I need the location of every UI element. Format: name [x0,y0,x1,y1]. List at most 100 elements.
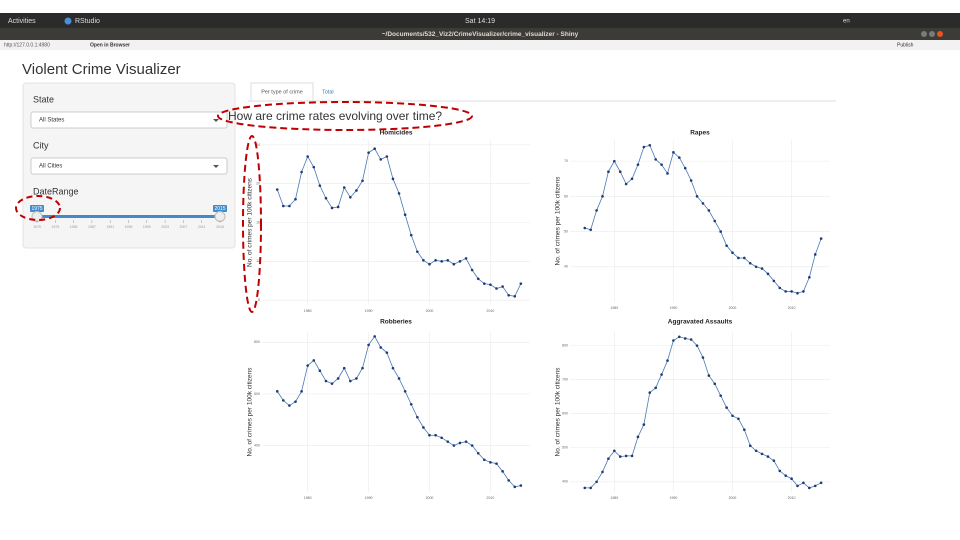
point [784,290,787,293]
x-tick-label: 1990 [365,309,373,313]
state-select[interactable] [30,111,228,129]
point [416,250,419,253]
point [391,366,395,370]
point [342,366,346,370]
y-tick-label: 500 [562,446,568,450]
publish[interactable]: Publish [897,42,914,48]
chart-title: Rapes [690,130,710,137]
point [397,377,401,380]
open-browser[interactable]: Open in Browser [90,42,130,48]
point [355,377,358,380]
url[interactable]: http://127.0.0.1:4980 [4,42,50,48]
point [707,209,711,212]
point [813,253,817,256]
point [434,433,437,437]
point [613,159,616,163]
min-button[interactable] [921,31,927,37]
y-tick-label: 400 [562,480,568,484]
city-select[interactable] [30,157,228,175]
point [743,256,746,260]
range-label: DateRange [33,186,79,196]
point [725,406,728,409]
chart-title: Robberies [380,319,412,326]
point [642,423,646,426]
y-tick-label: 700 [562,378,568,382]
city-label: City [33,140,49,150]
point [416,415,419,419]
point [385,351,389,354]
point [452,262,456,266]
point [483,282,486,285]
close-button[interactable] [937,31,943,37]
y-tick-label: 400 [254,443,260,447]
y-axis-label: No. of crimes per 100k citizens [247,177,254,267]
point [636,163,640,166]
point [654,158,657,161]
chart-title: Homicides [380,130,413,137]
language[interactable]: en [843,19,850,25]
tab[interactable]: Per type of crime [261,89,303,95]
point [513,294,517,298]
point [330,206,334,210]
point [695,195,699,198]
tab[interactable]: Total [322,89,334,95]
point [501,285,504,288]
point [300,170,303,174]
slider-grid-label: 2015 [216,225,224,229]
slider-max: 2015 [214,206,225,212]
point [470,444,474,447]
point [422,259,425,262]
point [507,293,510,297]
point [660,163,663,166]
point [618,455,622,458]
app-menu[interactable]: RStudio [75,18,100,25]
x-tick-label: 1990 [365,496,373,500]
point [489,461,492,464]
point [489,283,492,286]
point [519,282,523,285]
point [349,195,352,199]
clock[interactable]: Sat 14:19 [465,18,495,25]
point [719,230,722,233]
point [672,151,675,154]
max-button[interactable] [929,31,935,37]
point [589,228,592,232]
point [648,391,652,394]
point [446,440,450,443]
point [819,237,823,240]
point [731,251,734,254]
point [440,260,443,263]
point [760,452,764,456]
point [790,290,793,293]
point [748,444,752,448]
point [294,400,297,403]
point [507,479,510,482]
point [808,276,811,279]
chart-title: Aggravated Assaults [668,319,733,326]
activities[interactable]: Activities [8,18,36,25]
point [618,170,622,173]
point [660,373,663,376]
point [808,486,811,490]
x-tick-label: 2000 [426,496,434,500]
point [288,204,291,208]
point [772,279,776,283]
x-tick-label: 1980 [304,496,312,500]
point [719,394,722,397]
point [476,451,480,455]
point [464,440,468,443]
point [483,458,486,462]
top-bar [0,13,960,28]
annotation [15,195,61,221]
slider-grid-label: 1991 [106,225,114,229]
x-tick-label: 2010 [487,309,495,313]
y-tick-label: 60 [564,194,568,198]
point [802,481,805,485]
point [666,359,669,362]
y-tick-label: 24 [256,143,260,147]
point [336,377,340,380]
point [312,359,316,362]
x-tick-label: 1980 [610,306,618,310]
point [403,213,407,217]
